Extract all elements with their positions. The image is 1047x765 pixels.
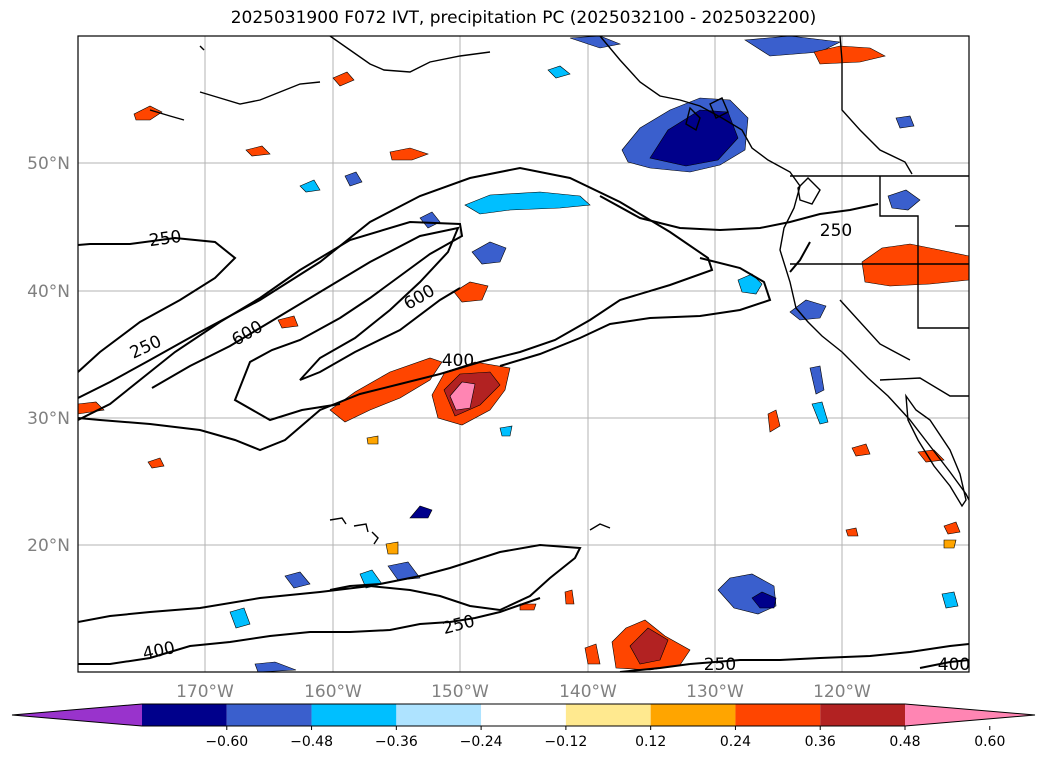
lat-label: 40°N — [27, 282, 70, 302]
colorbar-bin — [311, 704, 397, 726]
coastlines-and-borders — [149, 36, 969, 545]
contour-label: 400 — [141, 638, 177, 664]
colorbar-bin — [396, 704, 482, 726]
lat-label: 30°N — [27, 409, 70, 429]
colorbar-tick-label: −0.48 — [290, 734, 333, 750]
colorbar-extend-min — [12, 704, 142, 726]
lon-label: 170°W — [176, 682, 234, 702]
colorbar-tick-label: 0.60 — [974, 734, 1005, 750]
contour-label: 600 — [400, 281, 438, 315]
lon-label: 120°W — [813, 682, 871, 702]
contour-label: 600 — [228, 317, 266, 351]
map-frame — [77, 35, 970, 673]
lat-label: 50°N — [27, 154, 70, 174]
ivt-contours — [78, 166, 969, 672]
contour-label: 250 — [820, 221, 852, 241]
colorbar-tick-label: 0.12 — [635, 734, 666, 750]
lon-label: 140°W — [559, 682, 617, 702]
colorbar-tick-label: 0.48 — [889, 734, 920, 750]
lon-label: 160°W — [304, 682, 362, 702]
map-plot-area: 250 250 600 250 600 400 250 250 400 400 — [78, 36, 970, 675]
lat-label: 20°N — [27, 536, 70, 556]
colorbar-tick-label: −0.12 — [544, 734, 587, 750]
map-title: 2025031900 F072 IVT, precipitation PC (2… — [230, 8, 817, 28]
contour-label: 400 — [442, 351, 474, 371]
contour-label: 250 — [148, 227, 183, 251]
colorbar-tick-label: −0.60 — [205, 734, 248, 750]
colorbar-bin — [481, 704, 566, 726]
lon-label: 150°W — [431, 682, 489, 702]
colorbar-bin — [650, 704, 736, 726]
graticule — [78, 36, 969, 672]
longitude-labels: 170°W 160°W 150°W 140°W 130°W 120°W — [176, 682, 871, 702]
colorbar-extend-max — [905, 704, 1035, 726]
negative-anomaly-areas — [229, 36, 959, 672]
contour-label: 250 — [127, 332, 165, 364]
contour-label: 250 — [440, 611, 477, 639]
colorbar-bin — [820, 704, 905, 726]
colorbar-bin — [565, 704, 651, 726]
colorbar-outline — [11, 703, 1036, 727]
colorbar-tick-label: 0.24 — [720, 734, 751, 750]
lon-label: 130°W — [686, 682, 744, 702]
contour-label: 400 — [938, 655, 970, 675]
colorbar-bin — [142, 704, 227, 726]
colorbar-bin — [226, 704, 312, 726]
colorbar-tick-label: 0.36 — [805, 734, 836, 750]
contour-label: 250 — [704, 655, 736, 675]
latitude-labels: 50°N 40°N 30°N 20°N — [27, 154, 70, 556]
colorbar: −0.60 −0.48 −0.36 −0.24 −0.12 0.12 0.24 0.36 0.4… — [11, 703, 1036, 750]
positive-anomaly-areas — [78, 45, 969, 671]
colorbar-bin — [735, 704, 821, 726]
colorbar-tick-label: −0.24 — [460, 734, 503, 750]
colorbar-tick-label: −0.36 — [375, 734, 418, 750]
